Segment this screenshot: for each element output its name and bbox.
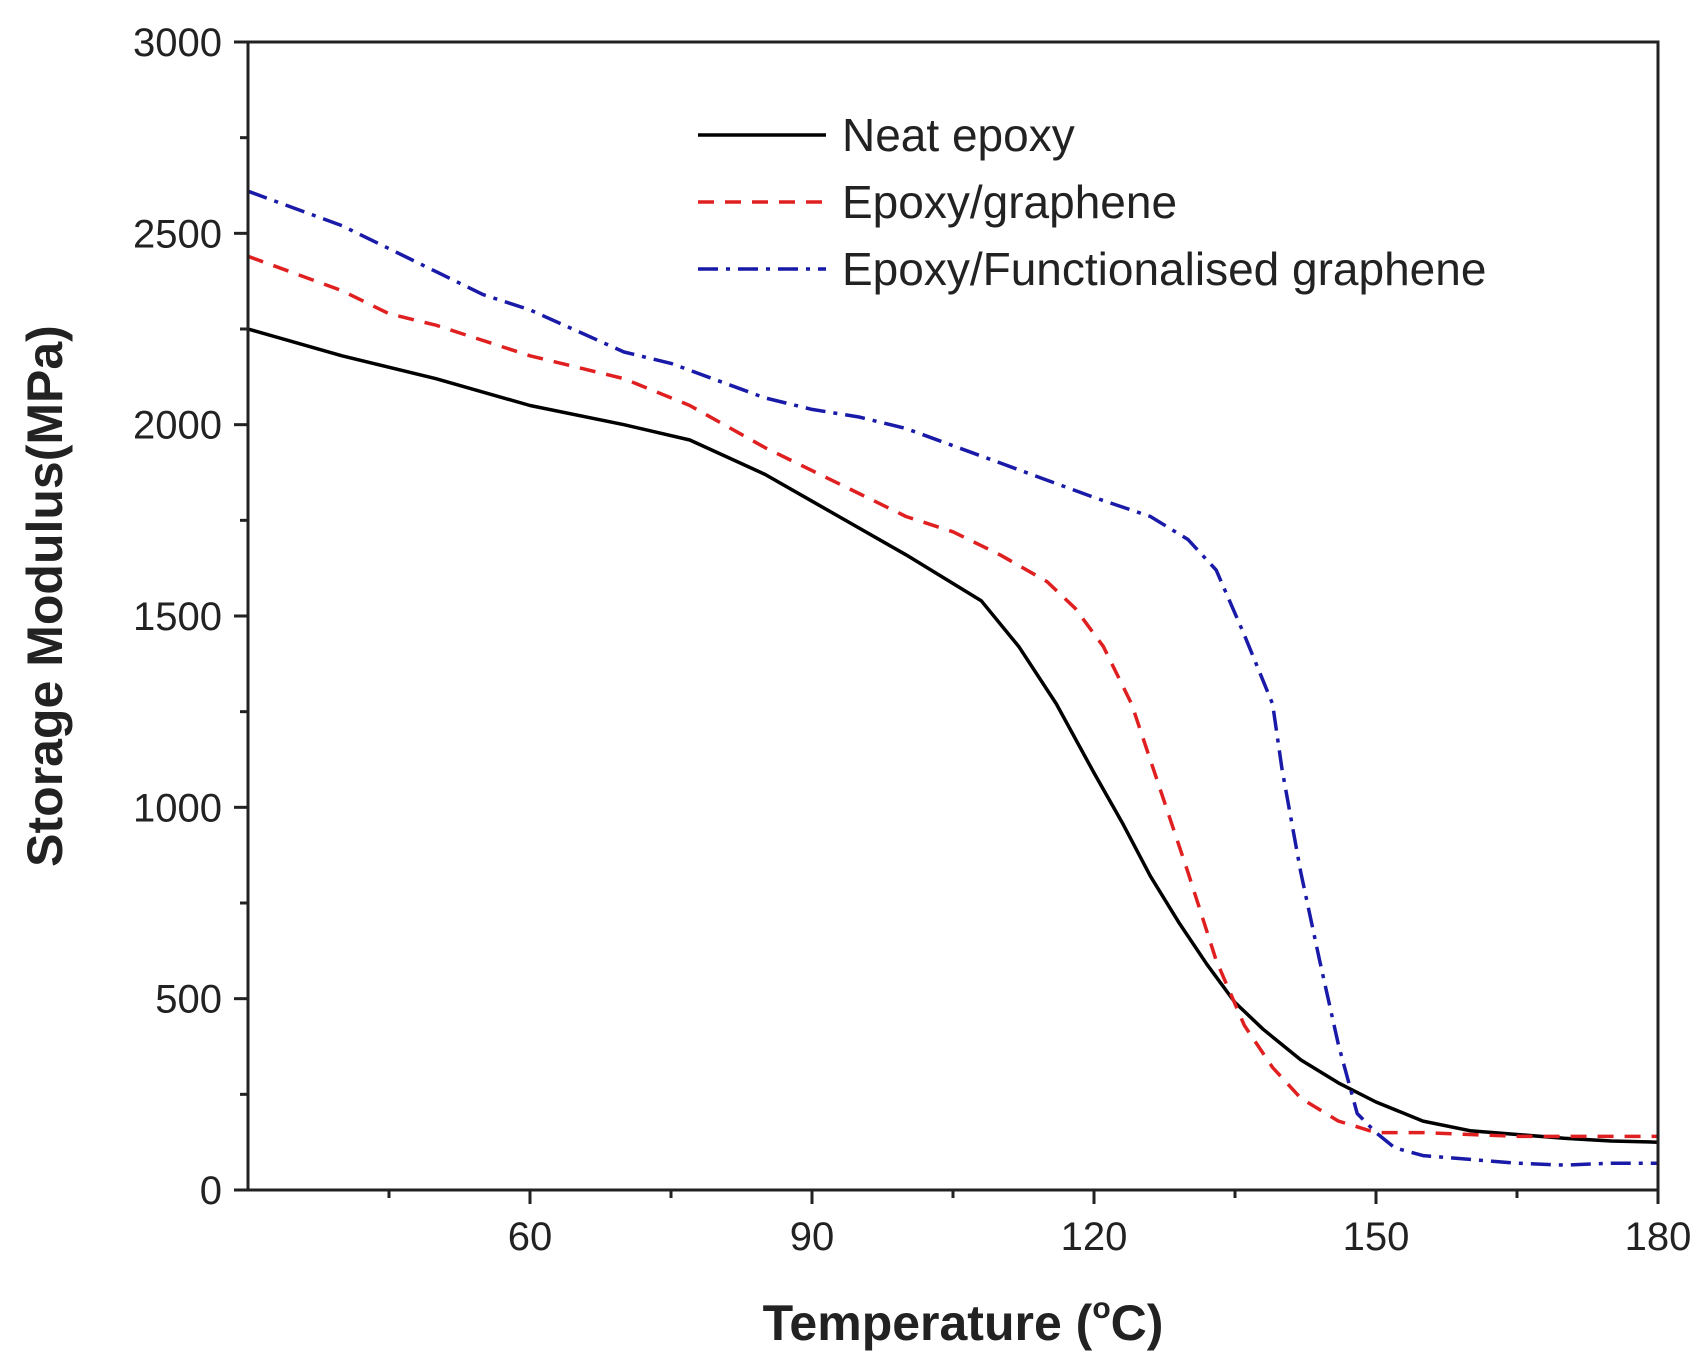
x-axis-title-main: Temperature ( <box>763 1295 1093 1351</box>
legend-label: Epoxy/graphene <box>842 176 1177 228</box>
x-tick-label: 150 <box>1343 1215 1410 1259</box>
x-tick-label: 60 <box>508 1215 553 1259</box>
x-tick-label: 180 <box>1625 1215 1692 1259</box>
x-axis-title-degree: o <box>1092 1292 1110 1325</box>
y-tick-label: 0 <box>200 1169 222 1213</box>
y-tick-label: 2500 <box>133 212 222 256</box>
series-line-2 <box>247 254 1658 1139</box>
series-line-3 <box>247 189 1658 1167</box>
x-tick-label: 120 <box>1061 1215 1128 1259</box>
y-tick-label: 1500 <box>133 595 222 639</box>
y-tick-label: 2000 <box>133 404 222 448</box>
legend-label: Epoxy/Functionalised graphene <box>842 243 1486 295</box>
y-tick-label: 3000 <box>133 21 222 65</box>
y-axis-title: Storage Modulus(MPa) <box>17 325 73 867</box>
x-axis-title: Temperature (oC) <box>763 1292 1164 1351</box>
plot-series <box>247 189 1659 1167</box>
axis-ticks: 0 500 1000 1500 2000 2500 3000 60 90 120 150 180 <box>133 21 1691 1259</box>
series-line-1 <box>247 327 1659 1144</box>
y-tick-label: 1000 <box>133 786 222 830</box>
y-tick-label: 500 <box>155 978 222 1022</box>
plot-frame <box>246 40 1660 1192</box>
x-axis-title-unit: C) <box>1111 1295 1164 1351</box>
x-tick-label: 90 <box>790 1215 835 1259</box>
legend: Neat epoxy Epoxy/graphene Epoxy/Functional… <box>698 109 1486 295</box>
legend-label: Neat epoxy <box>842 109 1075 161</box>
